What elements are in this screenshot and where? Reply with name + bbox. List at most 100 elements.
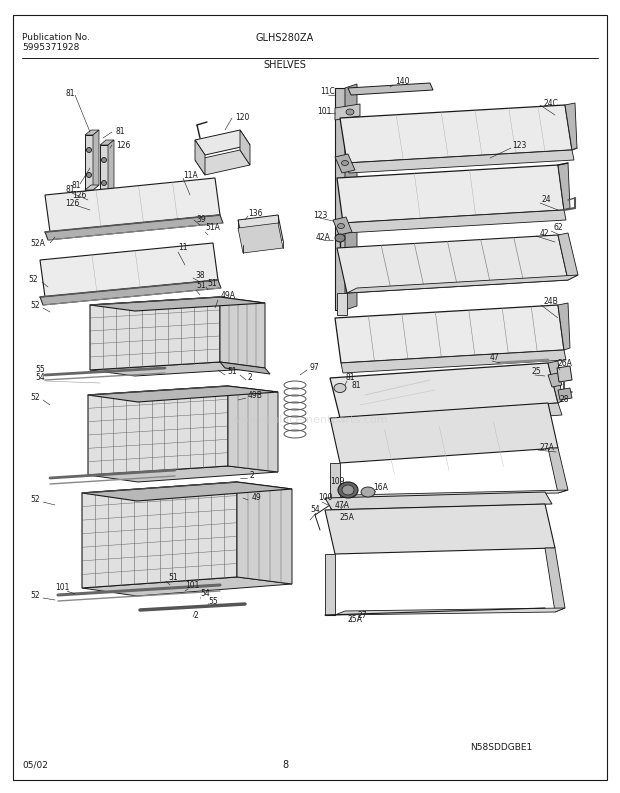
Polygon shape: [240, 130, 250, 165]
Text: 126: 126: [72, 190, 86, 200]
Polygon shape: [40, 243, 218, 297]
Text: 126: 126: [65, 198, 79, 208]
Text: 24C: 24C: [543, 98, 558, 108]
Polygon shape: [340, 105, 572, 163]
Polygon shape: [330, 403, 558, 463]
Polygon shape: [85, 130, 99, 135]
Text: 16A: 16A: [373, 484, 388, 492]
Polygon shape: [548, 373, 562, 387]
Text: 2: 2: [193, 611, 198, 619]
Text: 11: 11: [178, 243, 187, 252]
Polygon shape: [90, 297, 220, 370]
Polygon shape: [565, 103, 577, 150]
Text: 52: 52: [30, 592, 40, 600]
Polygon shape: [238, 223, 283, 253]
Ellipse shape: [87, 173, 92, 178]
Text: 47A: 47A: [335, 501, 350, 511]
Text: 27: 27: [358, 611, 368, 620]
Polygon shape: [82, 577, 292, 596]
Polygon shape: [548, 448, 568, 493]
Polygon shape: [335, 154, 355, 173]
Polygon shape: [548, 361, 562, 403]
Text: 101: 101: [55, 584, 69, 592]
Polygon shape: [340, 490, 568, 498]
Text: 42A: 42A: [316, 233, 331, 243]
Text: 52: 52: [30, 393, 40, 403]
Text: 49A: 49A: [221, 290, 236, 300]
Polygon shape: [348, 83, 433, 95]
Polygon shape: [88, 386, 228, 475]
Text: 54: 54: [310, 505, 320, 515]
Text: 101: 101: [317, 106, 331, 116]
Text: www.replacementparts.com: www.replacementparts.com: [232, 415, 388, 425]
Text: 39: 39: [196, 216, 206, 224]
Ellipse shape: [334, 384, 346, 393]
Polygon shape: [45, 178, 220, 232]
Text: 52: 52: [28, 275, 38, 285]
Text: 42: 42: [540, 228, 549, 237]
Ellipse shape: [102, 158, 107, 163]
Polygon shape: [88, 386, 278, 402]
Polygon shape: [45, 215, 223, 240]
Text: 51: 51: [196, 282, 206, 290]
Polygon shape: [335, 104, 360, 120]
Ellipse shape: [346, 109, 354, 115]
Text: 54: 54: [200, 589, 210, 599]
Text: 54: 54: [35, 374, 45, 382]
Polygon shape: [238, 215, 283, 245]
Text: 81: 81: [352, 381, 361, 389]
Text: 49: 49: [252, 493, 262, 503]
Polygon shape: [100, 145, 108, 195]
Ellipse shape: [337, 224, 345, 228]
Ellipse shape: [87, 147, 92, 152]
Text: 81: 81: [72, 181, 81, 190]
Polygon shape: [558, 233, 578, 280]
Polygon shape: [195, 150, 250, 175]
Text: 38: 38: [195, 270, 205, 279]
Polygon shape: [545, 548, 565, 612]
Polygon shape: [237, 482, 292, 584]
Polygon shape: [325, 492, 552, 510]
Ellipse shape: [335, 234, 345, 242]
Text: 81: 81: [65, 186, 74, 194]
Text: 51: 51: [227, 367, 237, 377]
Text: 51: 51: [168, 573, 177, 583]
Polygon shape: [333, 217, 352, 235]
Polygon shape: [195, 130, 250, 155]
Text: 8: 8: [282, 760, 288, 770]
Text: 52A: 52A: [30, 239, 45, 247]
Text: 24: 24: [542, 196, 552, 205]
Polygon shape: [325, 554, 335, 615]
Text: 25A: 25A: [340, 512, 355, 522]
Polygon shape: [50, 215, 220, 238]
Polygon shape: [558, 163, 570, 210]
Text: 52: 52: [30, 301, 40, 309]
Polygon shape: [90, 362, 265, 376]
Polygon shape: [337, 235, 568, 293]
Text: N58SDDGBE1: N58SDDGBE1: [470, 744, 532, 753]
Polygon shape: [93, 130, 99, 190]
Polygon shape: [558, 303, 570, 350]
Text: Publication No.: Publication No.: [22, 33, 90, 43]
Text: 81: 81: [116, 128, 125, 136]
Polygon shape: [88, 466, 278, 482]
Text: 120: 120: [235, 113, 249, 122]
Polygon shape: [228, 386, 278, 472]
Polygon shape: [40, 280, 221, 305]
Ellipse shape: [361, 487, 375, 497]
Text: GLHS280ZA: GLHS280ZA: [256, 33, 314, 43]
Ellipse shape: [342, 160, 348, 166]
Text: 97: 97: [310, 363, 320, 373]
Text: 11C: 11C: [320, 87, 335, 97]
Ellipse shape: [338, 482, 358, 498]
Polygon shape: [558, 388, 572, 400]
Ellipse shape: [102, 181, 107, 186]
Text: 109: 109: [330, 477, 345, 486]
Text: 51: 51: [207, 279, 216, 289]
Text: 140: 140: [395, 78, 409, 86]
Text: 25A: 25A: [347, 615, 362, 625]
Polygon shape: [82, 482, 237, 588]
Polygon shape: [330, 363, 558, 418]
Text: 51A: 51A: [205, 224, 220, 232]
Text: 2: 2: [250, 472, 255, 481]
